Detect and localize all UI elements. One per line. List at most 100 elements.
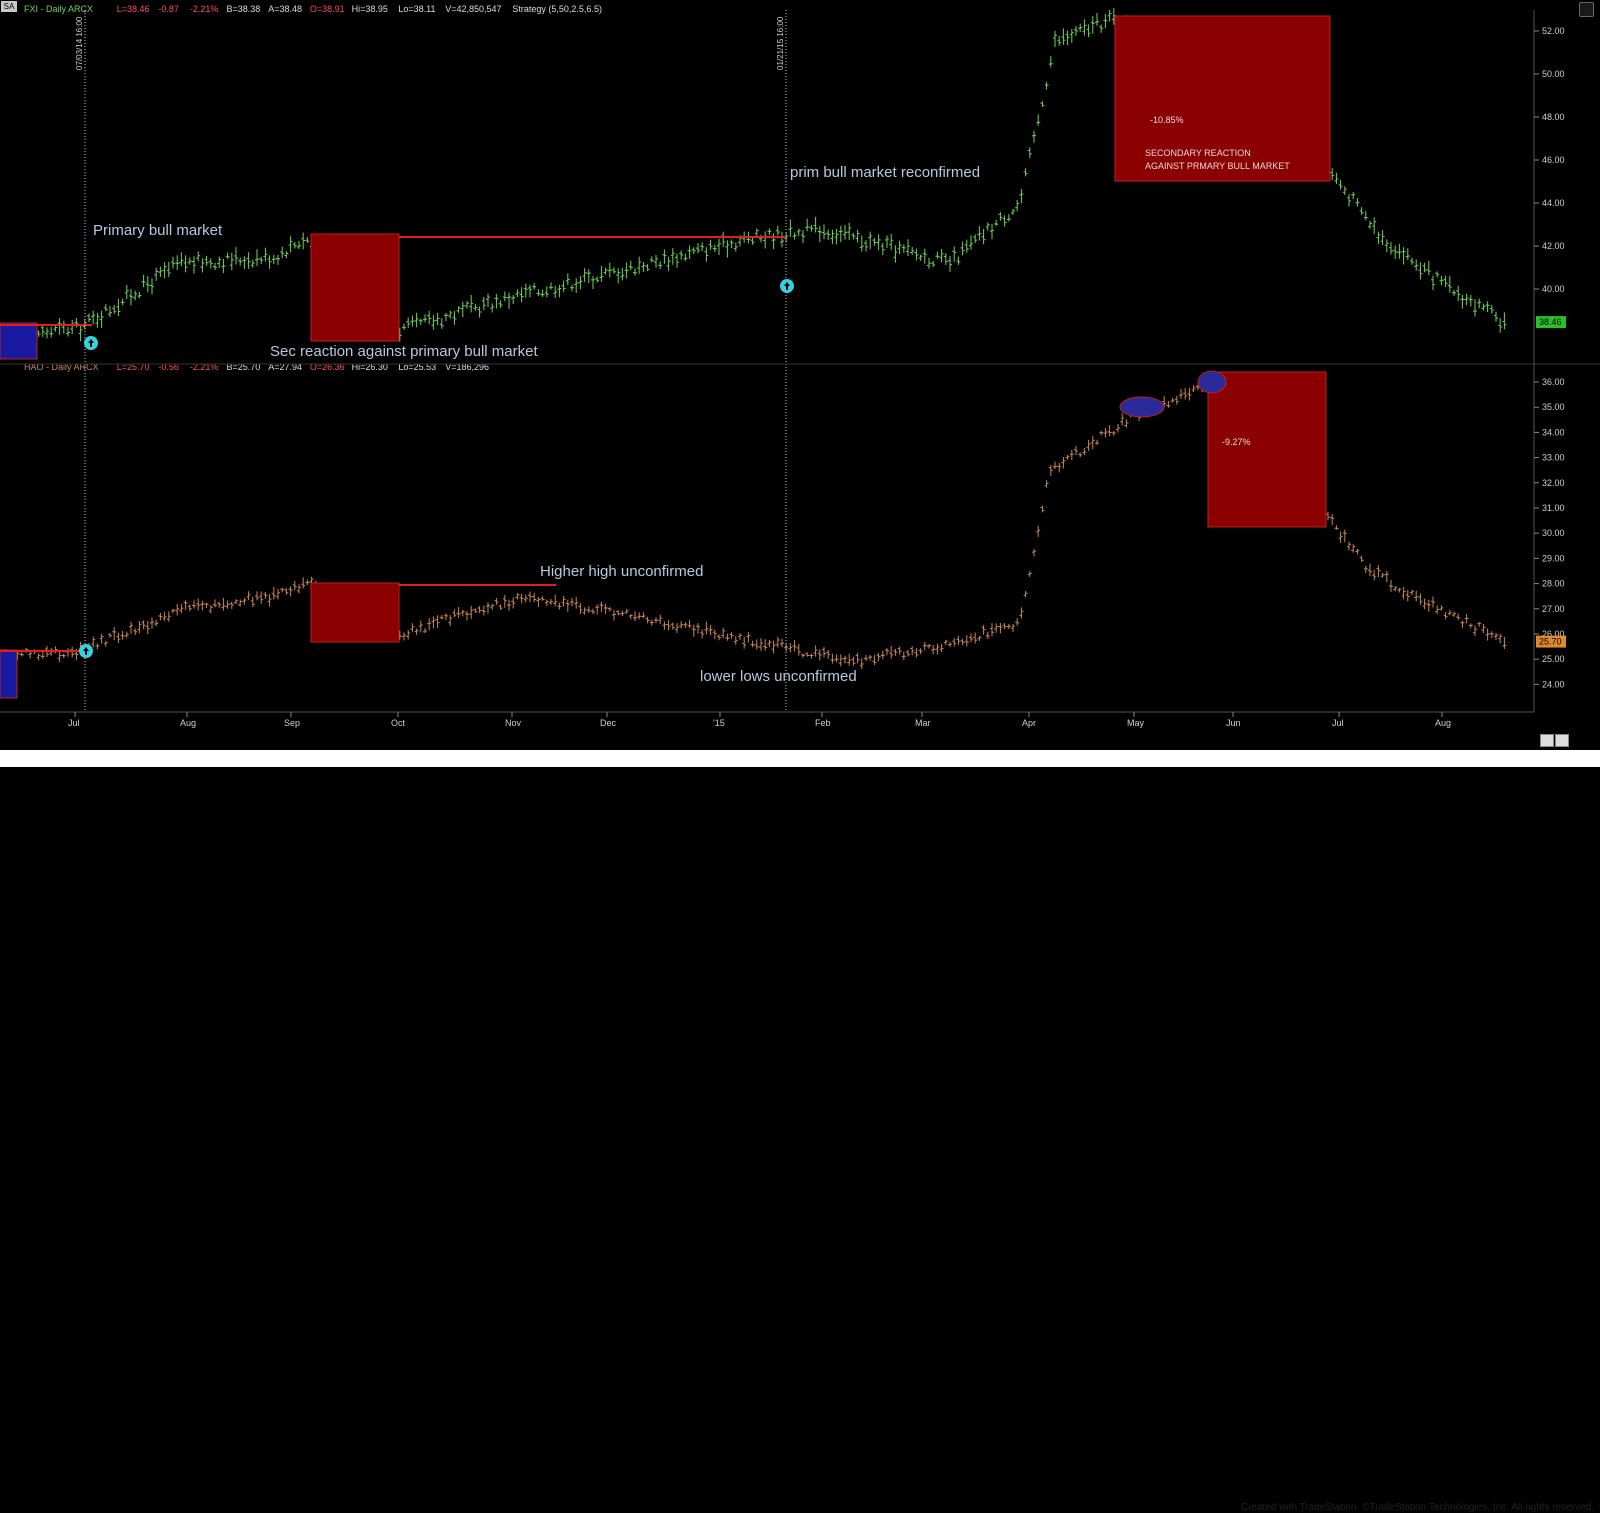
header-field: HAO - Daily ARCX xyxy=(24,362,99,372)
ohlc-bar xyxy=(1397,243,1402,259)
ohlc-bar xyxy=(868,655,873,661)
ohlc-bar xyxy=(1170,397,1175,403)
ohlc-bar xyxy=(1334,172,1339,185)
header-field: FXI - Daily ARCX xyxy=(24,4,93,14)
ohlc-bar xyxy=(637,256,642,274)
ohlc-bar xyxy=(129,621,133,634)
ohlc-bar xyxy=(95,312,100,328)
ohlc-bar xyxy=(259,256,264,264)
ohlc-bar xyxy=(1040,505,1045,513)
ohlc-bar xyxy=(1002,623,1007,630)
ohlc-bar xyxy=(1498,633,1503,644)
ohlc-bar xyxy=(255,249,259,266)
ohlc-bar xyxy=(124,284,129,300)
ohlc-bar xyxy=(738,633,742,640)
ohlc-bar xyxy=(801,653,805,658)
ohlc-bar xyxy=(595,276,600,283)
ohlc-bar xyxy=(1414,259,1419,271)
ohlc-bar xyxy=(620,267,625,281)
ohlc-bar xyxy=(952,246,957,262)
ohlc-bar xyxy=(729,239,734,249)
ohlc-bar xyxy=(1006,214,1011,222)
ohlc-bar xyxy=(637,612,642,620)
ohlc-bar xyxy=(721,231,726,247)
scroll-left-icon[interactable] xyxy=(1540,734,1554,747)
ohlc-bar xyxy=(809,653,814,659)
reaction-box xyxy=(1207,371,1327,528)
ohlc-bar xyxy=(507,599,511,611)
ohlc-bar xyxy=(1069,29,1074,43)
ohlc-bar xyxy=(788,643,793,653)
ohlc-bar xyxy=(746,632,751,643)
ohlc-bar xyxy=(1011,624,1015,633)
scroll-right-icon[interactable] xyxy=(1555,734,1569,747)
ohlc-bar xyxy=(561,595,566,607)
close-icon[interactable] xyxy=(1579,2,1594,17)
ohlc-bar xyxy=(1372,569,1377,581)
ohlc-bar xyxy=(250,259,255,268)
ohlc-bar xyxy=(402,323,406,330)
ohlc-bar xyxy=(536,289,541,297)
ohlc-bar xyxy=(1443,612,1448,620)
y-tick-label: 24.00 xyxy=(1542,679,1565,689)
ohlc-bar xyxy=(645,264,650,272)
y-tick-label: 32.00 xyxy=(1542,478,1565,488)
header-field: -0.87 xyxy=(158,4,179,14)
ohlc-bar xyxy=(994,623,999,633)
ohlc-bar xyxy=(129,289,133,306)
header-field: -0.56 xyxy=(158,362,179,372)
ohlc-bar xyxy=(473,303,478,311)
ohlc-bar xyxy=(435,312,440,326)
annotation-text: Higher high unconfirmed xyxy=(540,563,703,580)
ohlc-bar xyxy=(1174,395,1179,405)
ohlc-bar xyxy=(910,646,915,656)
ohlc-bar xyxy=(1389,242,1393,255)
y-tick-label: 42.00 xyxy=(1542,241,1565,251)
high-ellipse xyxy=(1197,370,1227,394)
ohlc-bar xyxy=(427,310,432,325)
ohlc-bar xyxy=(229,252,234,271)
y-tick-label: 27.00 xyxy=(1542,604,1565,614)
ohlc-bar xyxy=(864,239,868,252)
ohlc-bar xyxy=(1405,590,1410,602)
ohlc-bar xyxy=(297,240,301,249)
ohlc-bar xyxy=(683,253,688,261)
ohlc-bar xyxy=(519,287,524,303)
ohlc-bar xyxy=(444,613,448,621)
annotation-text: lower lows unconfirmed xyxy=(700,668,857,685)
ohlc-bar xyxy=(788,219,793,237)
panel-badge[interactable]: SA xyxy=(1,1,17,12)
ohlc-bar xyxy=(259,591,264,604)
header-field: L=38.46 xyxy=(117,4,150,14)
ohlc-bar xyxy=(267,255,272,269)
header-field: O=26.36 xyxy=(310,362,345,372)
ohlc-bar xyxy=(1489,304,1494,314)
ohlc-bar xyxy=(234,247,238,265)
header-field: Lo=25.53 xyxy=(398,362,436,372)
ohlc-bar xyxy=(423,314,427,323)
ohlc-bar xyxy=(271,586,276,600)
marker-arrow xyxy=(88,339,94,347)
ohlc-bar xyxy=(1414,590,1419,602)
ohlc-bar xyxy=(603,267,608,275)
ohlc-bar xyxy=(158,266,163,277)
ohlc-bar xyxy=(1036,114,1041,126)
ohlc-bar xyxy=(1338,531,1343,543)
ohlc-bar xyxy=(948,256,952,272)
ohlc-bar xyxy=(775,637,780,648)
x-tick-label: Jul xyxy=(1332,718,1344,728)
ohlc-bar xyxy=(1334,525,1339,530)
ohlc-bar xyxy=(1498,318,1503,333)
ohlc-bar xyxy=(885,235,889,248)
scroll-arrows[interactable] xyxy=(1540,734,1570,748)
ohlc-bar xyxy=(91,310,96,325)
ohlc-bar xyxy=(574,596,579,609)
ohlc-bar xyxy=(507,292,511,309)
ohlc-bar xyxy=(914,648,919,658)
x-tick-label: Apr xyxy=(1022,718,1036,728)
ohlc-bar xyxy=(922,642,927,651)
ohlc-bar xyxy=(70,646,75,658)
ohlc-bar xyxy=(175,255,180,270)
ohlc-bar xyxy=(1057,462,1062,473)
annotation-text: SECONDARY REACTION xyxy=(1145,148,1251,158)
